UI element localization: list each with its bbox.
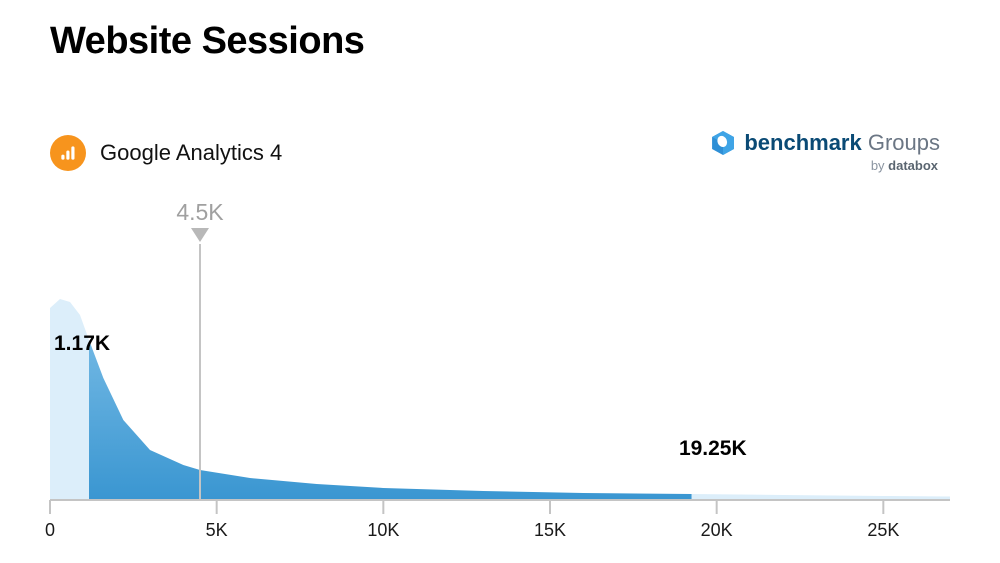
page-title: Website Sessions bbox=[50, 20, 364, 63]
brand-byline: by databox bbox=[871, 158, 938, 173]
google-analytics-icon bbox=[50, 135, 86, 171]
x-tick-label: 15K bbox=[534, 520, 566, 540]
x-axis-ticks: 0 5K 10K 15K 20K 25K bbox=[45, 500, 899, 540]
distribution-chart: 4.5K 1.17K 19.25K 05K10K15K20K25K bbox=[50, 200, 950, 540]
x-tick-label: 10K bbox=[367, 520, 399, 540]
x-tick-label: 0 bbox=[45, 520, 55, 540]
upper-bound-label: 19.25K bbox=[679, 437, 747, 460]
x-tick-label: 25K bbox=[867, 520, 899, 540]
lower-bound-label: 1.17K bbox=[54, 332, 110, 355]
brand-text: benchmark Groups bbox=[744, 130, 940, 156]
x-tick-label: 20K bbox=[701, 520, 733, 540]
data-source-label: Google Analytics 4 bbox=[100, 140, 282, 166]
benchmark-brand: benchmark Groups by databox bbox=[710, 130, 940, 173]
area-interquartile bbox=[50, 299, 950, 500]
benchmark-hex-icon bbox=[710, 130, 736, 156]
data-source: Google Analytics 4 bbox=[50, 135, 282, 171]
median-marker-icon bbox=[191, 228, 209, 242]
x-tick-label: 5K bbox=[206, 520, 228, 540]
median-label: 4.5K bbox=[176, 199, 224, 225]
